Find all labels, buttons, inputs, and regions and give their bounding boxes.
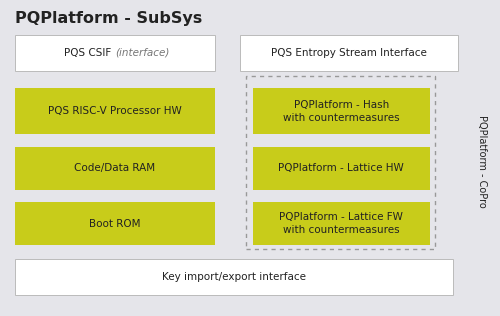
FancyBboxPatch shape — [15, 147, 215, 190]
FancyBboxPatch shape — [15, 202, 215, 245]
Text: PQPlatform - Lattice FW
with countermeasures: PQPlatform - Lattice FW with countermeas… — [280, 212, 403, 235]
Text: PQPlatform - SubSys: PQPlatform - SubSys — [15, 11, 202, 26]
Text: Boot ROM: Boot ROM — [89, 219, 141, 228]
Text: PQPlatform - Lattice HW: PQPlatform - Lattice HW — [278, 163, 404, 173]
FancyBboxPatch shape — [252, 147, 430, 190]
FancyBboxPatch shape — [15, 35, 215, 71]
Text: (interface): (interface) — [115, 48, 170, 58]
Text: PQS CSIF: PQS CSIF — [64, 48, 115, 58]
Bar — [246, 76, 435, 249]
FancyBboxPatch shape — [15, 259, 452, 295]
FancyBboxPatch shape — [15, 88, 215, 134]
Text: PQPlatform - CoPro: PQPlatform - CoPro — [478, 115, 488, 208]
Text: PQS Entropy Stream Interface: PQS Entropy Stream Interface — [271, 48, 426, 58]
Text: Code/Data RAM: Code/Data RAM — [74, 163, 156, 173]
Text: PQS RISC-V Processor HW: PQS RISC-V Processor HW — [48, 106, 182, 116]
Text: Key import/export interface: Key import/export interface — [162, 272, 306, 282]
Text: PQPlatform - Hash
with countermeasures: PQPlatform - Hash with countermeasures — [283, 100, 400, 123]
FancyBboxPatch shape — [240, 35, 458, 71]
FancyBboxPatch shape — [252, 202, 430, 245]
FancyBboxPatch shape — [252, 88, 430, 134]
